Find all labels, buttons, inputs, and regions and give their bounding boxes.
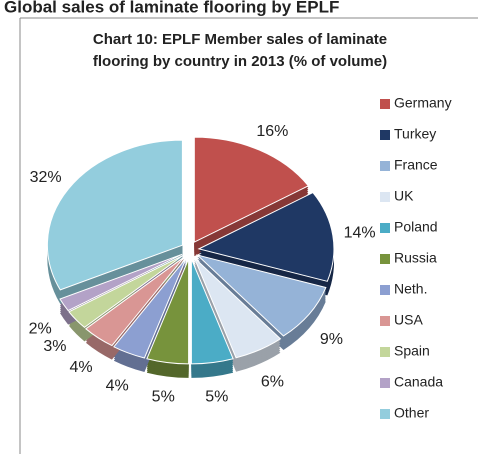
legend-label: Germany bbox=[394, 95, 452, 111]
data-label: 9% bbox=[320, 331, 343, 348]
data-label: 16% bbox=[256, 123, 288, 140]
legend-swatch bbox=[380, 409, 390, 419]
legend-swatch bbox=[380, 347, 390, 357]
legend-label: UK bbox=[394, 188, 414, 204]
legend-label: Turkey bbox=[394, 126, 436, 142]
data-label: 14% bbox=[344, 224, 376, 241]
chart-title: Chart 10: EPLF Member sales of laminate f… bbox=[93, 31, 387, 70]
legend-swatch bbox=[380, 254, 390, 264]
slice bbox=[113, 257, 187, 359]
legend-label: Other bbox=[394, 405, 429, 421]
legend-swatch bbox=[380, 99, 390, 109]
data-label: 5% bbox=[152, 389, 175, 406]
legend-swatch bbox=[380, 378, 390, 388]
legend-label: Poland bbox=[394, 219, 438, 235]
slice bbox=[193, 136, 310, 243]
data-label: 32% bbox=[30, 169, 62, 186]
legend-swatch bbox=[380, 223, 390, 233]
slice bbox=[193, 257, 282, 359]
slice bbox=[68, 255, 184, 329]
slice bbox=[146, 258, 190, 365]
legend-swatch bbox=[380, 192, 390, 202]
pie-tops bbox=[46, 136, 335, 365]
slice bbox=[59, 253, 183, 312]
slice bbox=[190, 258, 234, 365]
data-label: 3% bbox=[43, 338, 66, 355]
data-label: 2% bbox=[29, 320, 52, 337]
slice bbox=[195, 254, 327, 337]
legend-swatch bbox=[380, 316, 390, 326]
data-label: 6% bbox=[261, 374, 284, 391]
slice bbox=[85, 256, 185, 347]
legend-swatch bbox=[380, 285, 390, 295]
data-label: 4% bbox=[69, 359, 92, 376]
legend-label: USA bbox=[394, 312, 423, 328]
legend-label: Canada bbox=[394, 374, 443, 390]
data-label: 5% bbox=[205, 389, 228, 406]
legend-label: France bbox=[394, 157, 438, 173]
data-label: 4% bbox=[106, 377, 129, 394]
legend-swatch bbox=[380, 130, 390, 140]
page-title: Global sales of laminate flooring by EPL… bbox=[4, 0, 339, 16]
legend-swatch bbox=[380, 161, 390, 171]
legend-label: Neth. bbox=[394, 281, 427, 297]
slice bbox=[46, 139, 183, 291]
slice bbox=[197, 191, 335, 282]
legend-label: Spain bbox=[394, 343, 430, 359]
legend-label: Russia bbox=[394, 250, 437, 266]
